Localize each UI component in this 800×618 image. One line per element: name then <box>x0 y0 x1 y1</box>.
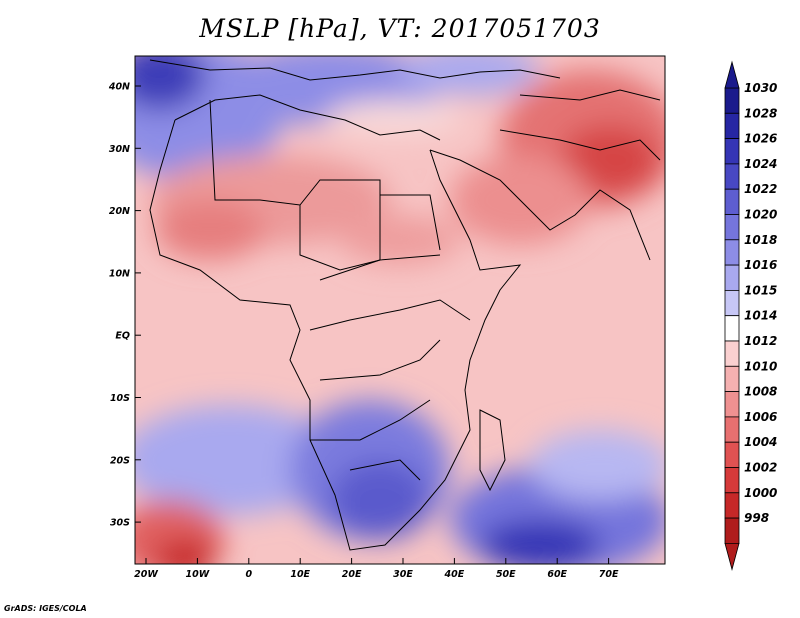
colorbar-label: 1015 <box>744 283 777 297</box>
colorbar-swatch <box>724 239 740 266</box>
lat-tick-label: 20N <box>109 206 130 217</box>
lon-tick-label: 50E <box>496 569 516 580</box>
colorbar-label: 1030 <box>744 81 777 95</box>
colorbar-swatch <box>724 87 740 114</box>
colorbar-label: 1028 <box>744 106 777 120</box>
lon-tick-label: 20E <box>342 569 362 580</box>
lat-tick-label: 30N <box>109 144 130 155</box>
colorbar-label: 1000 <box>744 486 777 500</box>
country-borders <box>149 59 661 551</box>
lat-tick-label: 40N <box>108 82 130 93</box>
colorbar-label: 1022 <box>744 182 777 196</box>
colorbar-label: 1014 <box>744 309 777 323</box>
lat-tick-label: 10S <box>110 393 130 404</box>
colorbar-label: 1002 <box>744 461 777 475</box>
lon-tick-label: 0 <box>245 569 252 580</box>
longitude-axis: 20W 10W 0 10E 20E 30E 40E 50E 60E 70E <box>134 558 619 580</box>
colorbar-label: 1026 <box>744 132 777 146</box>
colorbar-swatch <box>724 492 740 519</box>
colorbar-swatch <box>724 315 740 342</box>
colorbar-label: 1006 <box>744 410 777 424</box>
colorbar-label: 1020 <box>744 208 777 222</box>
colorbar-swatch <box>724 340 740 367</box>
colorbar-swatch <box>724 467 740 494</box>
lon-tick-label: 30E <box>393 569 413 580</box>
colorbar-label: 998 <box>744 511 769 525</box>
lat-tick-label: 10N <box>109 268 130 279</box>
colorbar-swatch <box>724 138 740 165</box>
lat-tick-label: 20S <box>110 455 130 466</box>
colorbar-swatch <box>724 289 740 317</box>
colorbar-label: 1018 <box>744 233 777 247</box>
grads-credit: GrADS: IGES/COLA <box>4 604 87 613</box>
colorbar-swatch <box>724 112 740 140</box>
colorbar-label: 1010 <box>744 359 777 373</box>
lat-tick-label: 30S <box>110 518 130 529</box>
lat-tick-label: EQ <box>115 331 130 342</box>
colorbar-label: 1024 <box>744 157 777 171</box>
colorbar-swatch <box>724 163 740 190</box>
pressure-field <box>135 56 665 564</box>
colorbar-swatch <box>724 264 740 291</box>
colorbar-label: 1008 <box>744 385 777 399</box>
colorbar-swatch <box>724 517 740 544</box>
colorbar-bottom-arrow <box>724 543 740 571</box>
lon-tick-label: 60E <box>547 569 567 580</box>
lon-tick-label: 40E <box>444 569 465 580</box>
colorbar: 1030 1028 1026 1024 1022 1020 1018 1016 1015 1014… <box>724 60 777 571</box>
colorbar-label: 1004 <box>744 435 777 449</box>
colorbar-swatch <box>724 365 740 392</box>
latitude-axis: 40N 30N 20N 10N EQ 10S 20S 30S <box>108 82 141 529</box>
lon-tick-label: 70E <box>599 569 619 580</box>
colorbar-label: 1012 <box>744 334 777 348</box>
colorbar-label: 1016 <box>744 258 777 272</box>
lon-tick-label: 10W <box>186 569 210 580</box>
colorbar-swatch <box>724 441 740 468</box>
lon-tick-label: 20W <box>134 569 158 580</box>
colorbar-top-arrow <box>724 60 740 89</box>
colorbar-swatch <box>724 416 740 443</box>
lon-tick-label: 10E <box>290 569 310 580</box>
colorbar-swatch <box>724 188 740 215</box>
plot-frame <box>134 55 666 565</box>
map-title: MSLP [hPa], VT: 2017051703 <box>199 14 601 43</box>
colorbar-swatch <box>724 391 740 418</box>
colorbar-swatch <box>724 214 740 241</box>
